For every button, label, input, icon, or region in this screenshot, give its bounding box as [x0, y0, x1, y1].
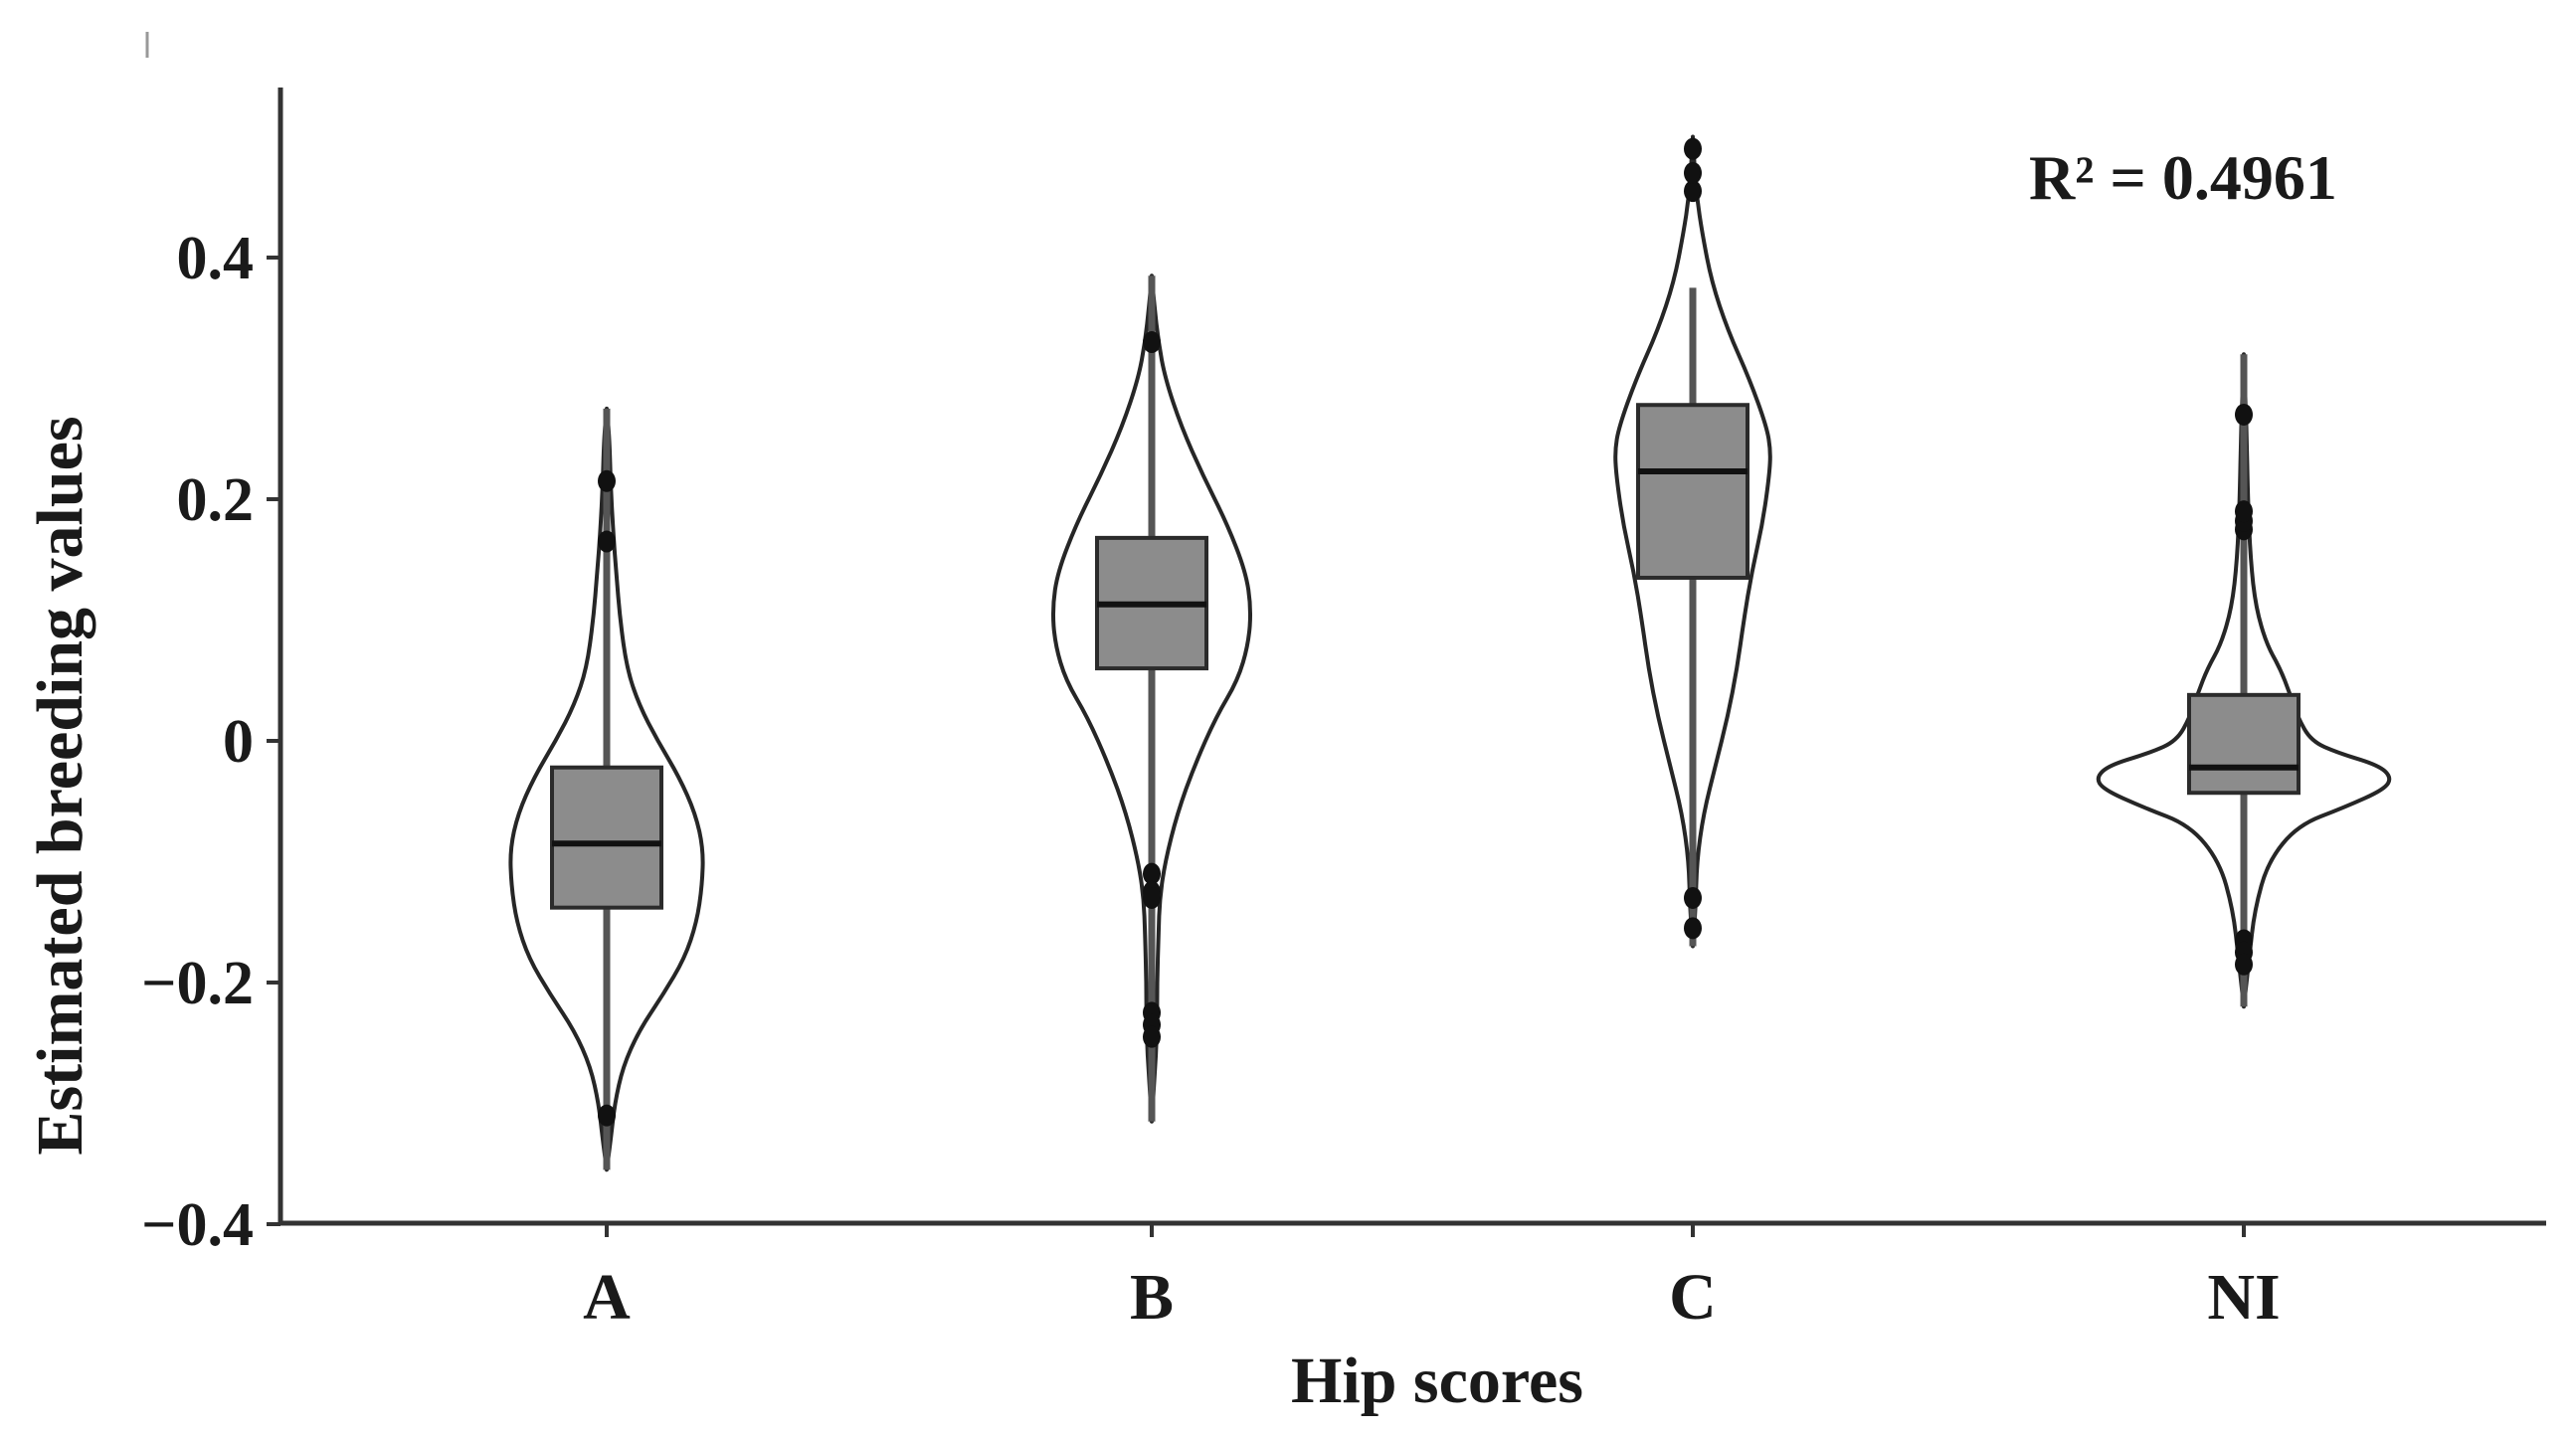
violin-group-c	[1613, 134, 1772, 949]
plot-marks	[145, 32, 2392, 1172]
outlier-point	[2235, 403, 2253, 426]
outlier-point	[598, 469, 616, 492]
outlier-point	[1684, 917, 1702, 940]
y-axis-title: Estimated breeding values	[24, 416, 96, 1155]
y-tick-label: 0	[223, 708, 254, 776]
outlier-point	[1143, 886, 1161, 909]
x-category-label: NI	[2207, 1261, 2280, 1334]
outlier-point	[1684, 137, 1702, 160]
x-category-label: C	[1669, 1261, 1717, 1334]
y-tick-label: −0.4	[141, 1191, 254, 1259]
y-tick-label: −0.2	[141, 950, 254, 1017]
outlier-point	[1684, 886, 1702, 909]
violin-group-a	[508, 406, 705, 1172]
y-tick-label: 0.2	[177, 466, 255, 534]
outlier-point	[2235, 500, 2253, 523]
x-axis-title: Hip scores	[1291, 1345, 1583, 1417]
x-category-label: B	[1130, 1261, 1174, 1334]
axes	[277, 88, 2546, 1226]
y-ticks: 0.4 0.2 0 −0.2 −0.4	[141, 225, 280, 1259]
y-tick-label: 0.4	[177, 225, 255, 292]
outlier-point	[1143, 331, 1161, 354]
outlier-point	[598, 530, 616, 553]
outlier-point	[1143, 862, 1161, 885]
outlier-point	[598, 1104, 616, 1127]
r-squared-annotation: R² = 0.4961	[2029, 142, 2337, 213]
iqr-box	[2187, 692, 2300, 796]
iqr-box	[1636, 403, 1749, 580]
outlier-point	[1684, 180, 1702, 203]
x-category-label: A	[583, 1261, 631, 1334]
violin-group-b	[1050, 273, 1253, 1124]
x-category-labels: A B C NI	[583, 1223, 2281, 1334]
outlier-point	[2235, 953, 2253, 976]
outlier-point	[1143, 1025, 1161, 1048]
violin-group-ni	[2096, 352, 2392, 1009]
iqr-box	[550, 765, 663, 910]
outlier-point	[1684, 161, 1702, 184]
